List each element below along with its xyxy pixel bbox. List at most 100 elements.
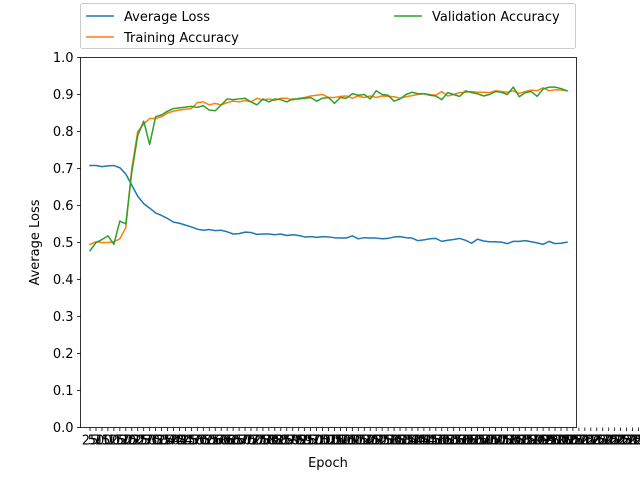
x-tick-label: 225: [125, 434, 150, 449]
x-tick-label: 2050: [556, 434, 589, 449]
x-tick-label: 875: [280, 434, 305, 449]
x-tick-label: 475: [185, 434, 210, 449]
y-tick-label: 0.9: [53, 88, 74, 103]
x-tick-label: 1550: [437, 434, 470, 449]
series-line-training-accuracy: [89, 87, 568, 246]
x-tick-label: 950: [298, 434, 323, 449]
x-tick-label: 2225: [598, 434, 631, 449]
x-tick-label: 2125: [574, 434, 607, 449]
x-tick-label: 825: [268, 434, 293, 449]
x-tick-label: 450: [179, 434, 204, 449]
x-tick-label: 2350: [628, 434, 640, 449]
x-tick-label: 1950: [533, 434, 566, 449]
x-tick-label: 1925: [527, 434, 560, 449]
x-tick-label: 575: [209, 434, 234, 449]
x-tick-label: 350: [155, 434, 180, 449]
x-tick-label: 2150: [580, 434, 613, 449]
x-tick-label: 2250: [604, 434, 637, 449]
x-tick-label: 425: [173, 434, 198, 449]
x-tick-label: 50: [88, 434, 105, 449]
x-tick-label: 1875: [515, 434, 548, 449]
x-tick-label: 850: [274, 434, 299, 449]
x-tick-label: 975: [304, 434, 329, 449]
y-tick-label: 0.7: [53, 162, 74, 177]
x-tick-label: 1775: [491, 434, 524, 449]
x-tick-label: 525: [197, 434, 222, 449]
x-tick-label: 175: [113, 434, 138, 449]
x-tick-label: 250: [131, 434, 156, 449]
x-tick-label: 275: [137, 434, 162, 449]
plot-area-frame: [80, 57, 577, 428]
x-tick-label: 650: [227, 434, 252, 449]
x-tick-label: 100: [96, 434, 121, 449]
x-tick-label: 500: [191, 434, 216, 449]
x-tick-label: 800: [262, 434, 287, 449]
x-tick-label: 75: [94, 434, 111, 449]
x-tick-label: 550: [203, 434, 228, 449]
x-axis-title: Epoch: [308, 456, 348, 471]
x-tick-label: 2025: [550, 434, 583, 449]
x-tick-label: 1350: [389, 434, 422, 449]
x-tick-label: 1525: [431, 434, 464, 449]
x-tick-label: 2100: [568, 434, 601, 449]
x-tick-label: 625: [221, 434, 246, 449]
x-tick-label: 1575: [443, 434, 476, 449]
legend: Average Loss Training Accuracy Validatio…: [80, 3, 576, 49]
legend-label-validation-accuracy: Validation Accuracy: [432, 10, 560, 25]
x-tick-label: 2300: [616, 434, 640, 449]
x-tick-label: 2375: [634, 434, 640, 449]
x-tick-label: 725: [245, 434, 270, 449]
x-tick-label: 1450: [413, 434, 446, 449]
x-tick-label: 1600: [449, 434, 482, 449]
x-tick-label: 675: [233, 434, 258, 449]
x-tick-label: 925: [292, 434, 317, 449]
x-tick-label: 1225: [360, 434, 393, 449]
x-tick-label: 1650: [461, 434, 494, 449]
y-tick-label: 0.8: [53, 125, 74, 140]
x-tick-label: 1975: [538, 434, 571, 449]
x-tick-label: 900: [286, 434, 311, 449]
x-tick-label: 1850: [509, 434, 542, 449]
x-tick-label: 1675: [467, 434, 500, 449]
x-tick-label: 1325: [383, 434, 416, 449]
x-tick-label: 2075: [562, 434, 595, 449]
y-tick-label: 0.2: [53, 347, 74, 362]
x-tick-label: 1625: [455, 434, 488, 449]
x-tick-label: 1050: [318, 434, 351, 449]
series-line-validation-accuracy: [88, 86, 568, 252]
legend-box: [80, 3, 576, 49]
x-tick-label: 1700: [473, 434, 506, 449]
x-tick-label: 1425: [407, 434, 440, 449]
x-tick-label: 1150: [342, 434, 375, 449]
x-tick-label: 375: [161, 434, 186, 449]
x-tick-label: 1300: [378, 434, 411, 449]
y-tick-label: 0.3: [53, 310, 74, 325]
x-tick-label: 2175: [586, 434, 619, 449]
x-tick-label: 2325: [622, 434, 640, 449]
x-tick-label: 25: [82, 434, 99, 449]
y-tick-label: 0.6: [53, 199, 74, 214]
y-tick-label: 0.4: [53, 273, 74, 288]
x-tick-label: 2200: [592, 434, 625, 449]
x-tick-label: 1475: [419, 434, 452, 449]
x-tick-label: 1375: [395, 434, 428, 449]
x-tick-label: 1825: [503, 434, 536, 449]
y-tick-label: 0.0: [53, 421, 74, 436]
x-tick-label: 125: [101, 434, 126, 449]
x-tick-label: 200: [119, 434, 144, 449]
legend-label-training-accuracy: Training Accuracy: [123, 31, 239, 46]
x-tick-label: 2000: [544, 434, 577, 449]
y-tick-label: 0.5: [53, 236, 74, 251]
x-tick-label: 1100: [330, 434, 363, 449]
x-tick-label: 1500: [425, 434, 458, 449]
x-tick-label: 1025: [312, 434, 345, 449]
x-tick-label: 1750: [485, 434, 518, 449]
x-tick-label: 2275: [610, 434, 640, 449]
x-tick-label: 1075: [324, 434, 357, 449]
x-tick-label: 1275: [372, 434, 405, 449]
x-tick-label: 1800: [497, 434, 530, 449]
x-tick-label: 325: [149, 434, 174, 449]
x-tick-label: 1900: [521, 434, 554, 449]
x-tick-label: 700: [239, 434, 264, 449]
